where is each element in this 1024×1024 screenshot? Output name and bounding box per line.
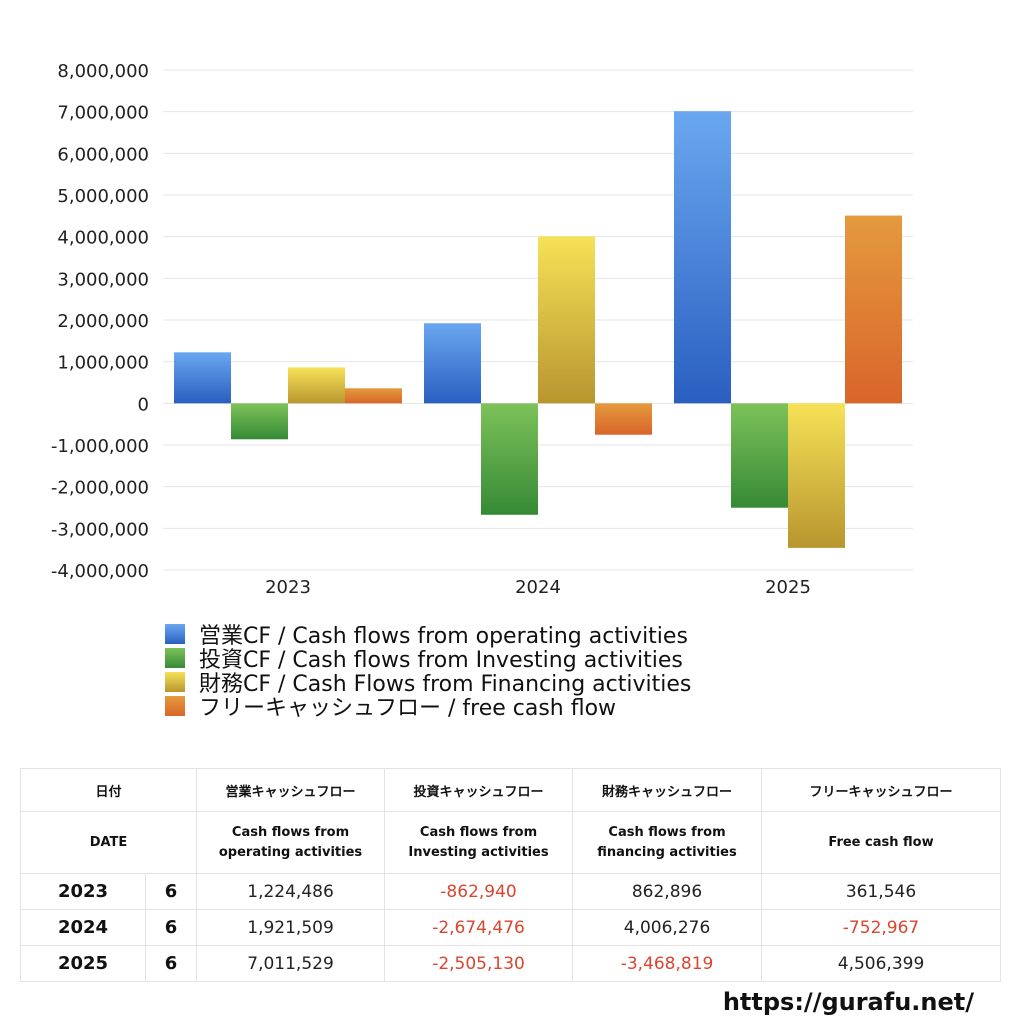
y-tick-label: -3,000,000 [51, 519, 149, 540]
y-tick-label: 0 [138, 394, 149, 415]
header-operating-ja: 営業キャッシュフロー [196, 768, 386, 812]
bar-2024-series-1 [481, 403, 538, 515]
header-free-en: Free cash flow [761, 811, 1002, 874]
y-tick-label: 4,000,000 [57, 228, 149, 249]
cell-free: 4,506,399 [761, 945, 1002, 982]
table-row: 2023 6 1,224,486 -862,940 862,896 361,54… [20, 873, 1002, 910]
cell-year: 2023 [20, 873, 146, 910]
cell-investing: -2,674,476 [384, 909, 574, 946]
legend-swatch-financing [165, 672, 185, 692]
table-row: 2024 6 1,921,509 -2,674,476 4,006,276 -7… [20, 909, 1002, 946]
y-tick-label: 1,000,000 [57, 353, 149, 374]
header-financing-en-line1: Cash flows from [608, 824, 726, 840]
bar-2023-series-1 [231, 403, 288, 440]
legend-item-free: フリーキャッシュフロー / free cash flow [165, 694, 691, 721]
table-header-row-en: DATE Cash flows from operating activities… [19, 811, 1002, 874]
cell-financing: -3,468,819 [572, 945, 763, 982]
y-tick-label: -2,000,000 [51, 478, 149, 499]
bar-2025-series-3 [845, 215, 902, 404]
header-financing-ja: 財務キャッシュフロー [572, 768, 763, 812]
y-tick-label: 6,000,000 [57, 144, 149, 165]
cell-investing: -862,940 [384, 873, 574, 910]
legend-swatch-free [165, 696, 185, 716]
bar-2024-series-2 [538, 236, 595, 404]
cell-investing: -2,505,130 [384, 945, 574, 982]
cell-operating: 1,224,486 [196, 873, 386, 910]
bar-2023-series-0 [174, 352, 231, 404]
header-investing-en-line1: Cash flows from [419, 824, 538, 840]
cell-financing: 4,006,276 [572, 909, 763, 946]
header-investing-en-line2: Investing activities [408, 844, 549, 860]
y-tick-label: 7,000,000 [57, 103, 149, 124]
cell-year: 2025 [20, 945, 146, 982]
bar-2023-series-2 [288, 367, 345, 404]
x-tick-label: 2024 [515, 577, 561, 598]
chart-legend: 営業CF / Cash flows from operating activit… [165, 622, 691, 721]
table-header-row-ja: 日付 営業キャッシュフロー 投資キャッシュフロー 財務キャッシュフロー フリーキ… [19, 768, 1002, 812]
header-financing-en: Cash flows from financing activities [572, 811, 763, 874]
legend-label-operating: 営業CF / Cash flows from operating activit… [199, 624, 688, 649]
header-operating-en-line1: Cash flows from [231, 824, 350, 840]
bar-2024-series-0 [424, 323, 481, 404]
header-operating-en-line2: operating activities [218, 844, 363, 860]
cell-month: 6 [144, 945, 198, 982]
cell-month: 6 [144, 909, 198, 946]
bar-2023-series-3 [345, 388, 402, 404]
header-financing-en-line2: financing activities [597, 844, 737, 860]
x-tick-label: 2023 [265, 577, 311, 598]
y-tick-label: -1,000,000 [51, 436, 149, 457]
x-tick-label: 2025 [765, 577, 811, 598]
legend-label-investing: 投資CF / Cash flows from Investing activit… [199, 648, 683, 673]
site-url[interactable]: https://gurafu.net/ [722, 988, 974, 1016]
cell-financing: 862,896 [572, 873, 763, 910]
y-tick-label: 8,000,000 [57, 61, 149, 82]
y-tick-label: 5,000,000 [57, 186, 149, 207]
bars [174, 111, 902, 548]
y-tick-label: -4,000,000 [51, 561, 149, 582]
cell-operating: 7,011,529 [196, 945, 386, 982]
header-date-en: DATE [19, 811, 198, 874]
legend-item-investing: 投資CF / Cash flows from Investing activit… [165, 646, 691, 673]
header-investing-en: Cash flows from Investing activities [384, 811, 574, 874]
cell-free: -752,967 [761, 909, 1002, 946]
header-operating-en: Cash flows from operating activities [196, 811, 386, 874]
cell-month: 6 [144, 873, 198, 910]
cell-operating: 1,921,509 [196, 909, 386, 946]
cash-flow-table: 日付 営業キャッシュフロー 投資キャッシュフロー 財務キャッシュフロー フリーキ… [19, 768, 1002, 982]
y-tick-label: 3,000,000 [57, 269, 149, 290]
bar-2025-series-0 [674, 111, 731, 404]
x-axis-ticks: 2023 2024 2025 [265, 577, 811, 598]
bar-2025-series-2 [788, 403, 845, 548]
legend-label-free: フリーキャッシュフロー / free cash flow [199, 696, 617, 721]
y-axis-ticks: 8,000,000 7,000,000 6,000,000 5,000,000 4,00… [51, 61, 149, 582]
header-date-ja: 日付 [19, 768, 198, 812]
legend-swatch-operating [165, 624, 185, 644]
header-free-ja: フリーキャッシュフロー [761, 768, 1002, 812]
cash-flow-bar-chart: 8,000,000 7,000,000 6,000,000 5,000,000 4,00… [51, 61, 913, 598]
legend-item-financing: 財務CF / Cash Flows from Financing activit… [165, 670, 691, 697]
cell-free: 361,546 [761, 873, 1002, 910]
header-investing-ja: 投資キャッシュフロー [384, 768, 574, 812]
y-tick-label: 2,000,000 [57, 311, 149, 332]
legend-item-operating: 営業CF / Cash flows from operating activit… [165, 622, 691, 649]
table-row: 2025 6 7,011,529 -2,505,130 -3,468,819 4… [20, 945, 1002, 982]
bar-2025-series-1 [731, 403, 788, 508]
cell-year: 2024 [20, 909, 146, 946]
bar-2024-series-3 [595, 403, 652, 435]
legend-label-financing: 財務CF / Cash Flows from Financing activit… [199, 672, 692, 697]
legend-swatch-investing [165, 648, 185, 668]
